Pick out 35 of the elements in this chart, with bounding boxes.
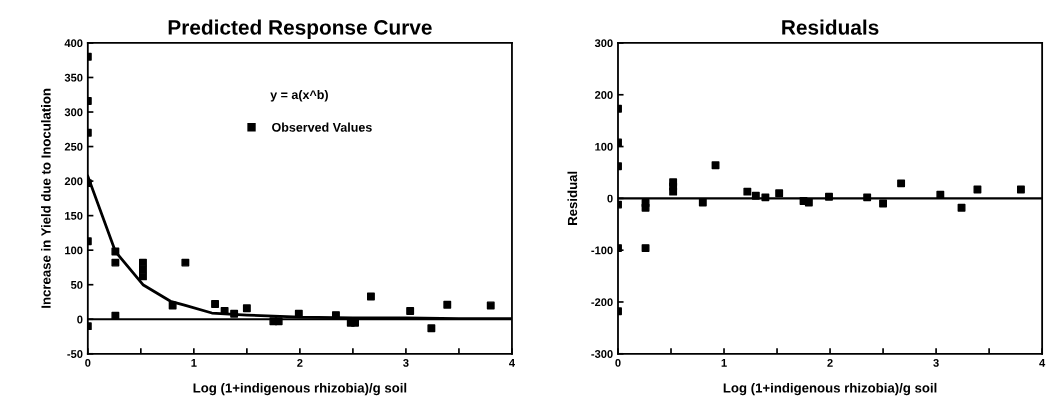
y-tick-label: 0	[77, 315, 83, 324]
y-tick-label: -50	[67, 350, 83, 358]
x-tick-label: 3	[403, 358, 409, 367]
y-tick-label: 0	[607, 194, 613, 203]
y-tick-label: 200	[64, 177, 83, 186]
x-tick-label: 1	[191, 359, 197, 367]
x-tick-label: 0	[85, 358, 91, 367]
y-axis-title: Residual	[567, 171, 578, 225]
chart-title: Residuals	[782, 19, 879, 35]
x-tick-label: 4	[509, 359, 515, 367]
y-tick-label: -300	[591, 350, 613, 358]
y-tick-label: -200	[591, 298, 613, 307]
x-axis-title: Log (1+indigenous rhizobia)/g soil	[723, 382, 937, 396]
y-tick-label: 250	[64, 142, 83, 151]
y-tick-label: -100	[591, 246, 613, 255]
x-axis-title: Log (1+indigenous rhizobia)/g soil	[193, 382, 407, 396]
y-tick-label: 50	[70, 280, 83, 289]
x-tick-label: 0	[615, 358, 621, 367]
chart-title: Predicted Response Curve	[168, 19, 432, 39]
x-tick-label: 4	[1039, 359, 1046, 367]
legend-label: Observed Values	[272, 122, 372, 132]
y-tick-label: 350	[64, 73, 83, 82]
y-axis-title: Increase in Yield due to Inoculation	[41, 88, 51, 308]
y-tick-label: 200	[594, 91, 613, 99]
x-tick-label: 3	[933, 358, 939, 367]
x-tick-label: 2	[297, 358, 303, 367]
y-tick-label: 150	[65, 211, 83, 220]
y-tick-label: 100	[65, 246, 83, 255]
x-tick-label: 2	[827, 358, 833, 367]
y-tick-label: 300	[594, 39, 613, 48]
x-tick-label: 1	[721, 359, 727, 367]
y-tick-label: 300	[64, 108, 83, 117]
y-tick-label: 400	[64, 39, 83, 48]
y-tick-label: 100	[595, 142, 613, 151]
annotation: y = a(x^b)	[270, 89, 328, 102]
